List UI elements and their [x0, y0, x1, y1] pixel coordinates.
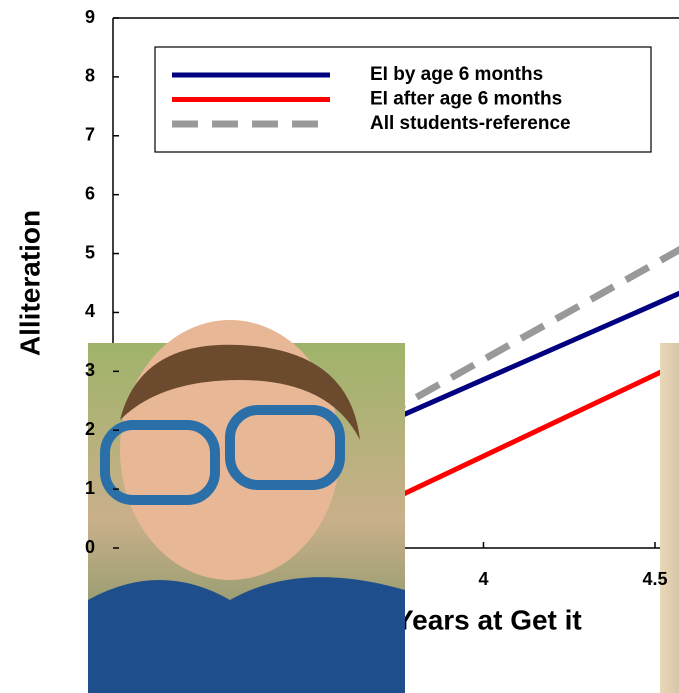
photo-glasses — [225, 405, 345, 490]
x-tick-label: 4.5 — [642, 569, 667, 589]
x-axis-label: Years at Get it — [395, 604, 582, 635]
y-tick-label: 4 — [85, 301, 95, 321]
legend-label: All students-reference — [370, 113, 571, 134]
photo-glasses — [100, 420, 220, 505]
y-tick-label: 1 — [85, 478, 95, 498]
legend-label: EI after age 6 months — [370, 89, 562, 110]
y-axis-label: Alliteration — [14, 210, 45, 356]
y-tick-label: 8 — [85, 66, 95, 86]
photo-hair — [120, 344, 360, 440]
y-tick-label: 2 — [85, 419, 95, 439]
photo-right — [660, 343, 679, 693]
y-tick-label: 6 — [85, 183, 95, 203]
x-tick-label: 4 — [478, 569, 488, 589]
photo-shirt — [88, 577, 405, 693]
photo — [88, 320, 405, 693]
legend-label: EI by age 6 months — [370, 64, 543, 85]
y-tick-label: 5 — [85, 242, 95, 262]
y-tick-label: 3 — [85, 360, 95, 380]
y-tick-label: 9 — [85, 7, 95, 27]
y-tick-label: 0 — [85, 537, 95, 557]
y-tick-label: 7 — [85, 125, 95, 145]
